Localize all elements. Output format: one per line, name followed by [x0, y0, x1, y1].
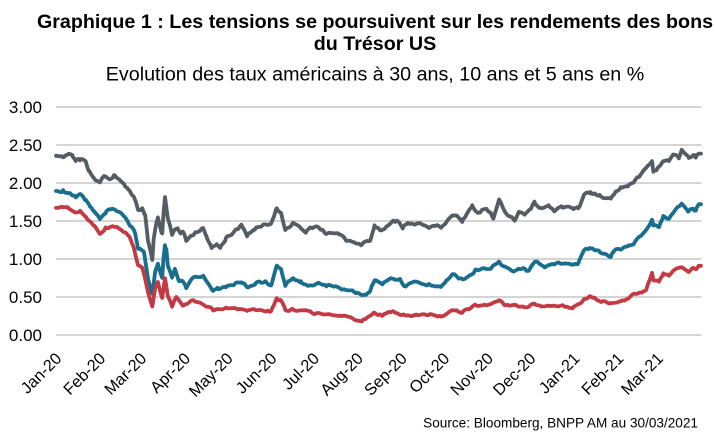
svg-text:Source: Bloomberg, BNPP AM au: Source: Bloomberg, BNPP AM au 30/03/2021 [423, 416, 698, 431]
svg-text:du Trésor US: du Trésor US [314, 33, 437, 55]
svg-text:3.00: 3.00 [9, 98, 42, 117]
svg-text:1.00: 1.00 [9, 250, 42, 269]
svg-text:0.00: 0.00 [9, 326, 42, 345]
svg-text:Evolution des taux américains: Evolution des taux américains à 30 ans, … [106, 64, 644, 86]
svg-text:0.50: 0.50 [9, 288, 42, 307]
svg-text:2.50: 2.50 [9, 136, 42, 155]
svg-text:1.50: 1.50 [9, 212, 42, 231]
svg-text:2.00: 2.00 [9, 174, 42, 193]
svg-text:Graphique 1 : Les tensions se: Graphique 1 : Les tensions se poursuiven… [37, 11, 713, 33]
